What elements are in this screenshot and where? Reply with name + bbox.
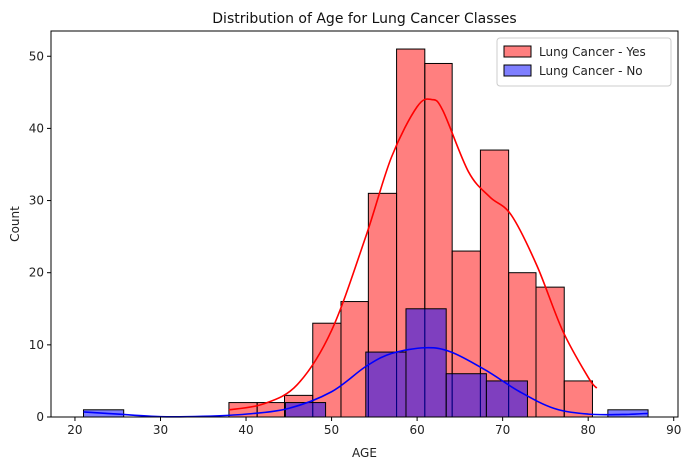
y-tick-label: 0	[36, 410, 44, 424]
legend-swatch	[503, 45, 532, 58]
y-tick-label: 20	[29, 266, 44, 280]
chart-title: Distribution of Age for Lung Cancer Clas…	[212, 11, 516, 27]
y-tick-label: 40	[29, 121, 44, 135]
y-tick-label: 30	[29, 194, 44, 208]
y-axis-label: Count	[8, 206, 22, 242]
x-tick-label: 30	[153, 423, 168, 437]
histogram-bar-series-0	[479, 149, 510, 418]
plot-frame	[50, 30, 679, 418]
histogram-bar-series-1	[365, 351, 407, 418]
x-tick-label: 50	[324, 423, 339, 437]
legend: Lung Cancer - Yes Lung Cancer - No	[496, 37, 672, 87]
x-axis-ticks: 20 30 40 50 60 70 80 90	[67, 417, 681, 437]
histogram-bar-series-1	[405, 308, 447, 418]
legend-box	[496, 37, 672, 87]
x-axis-label: AGE	[352, 446, 377, 460]
legend-swatch	[503, 64, 532, 77]
x-tick-label: 20	[67, 423, 82, 437]
x-tick-label: 40	[238, 423, 253, 437]
bars-layer	[83, 48, 649, 418]
histogram-bar-series-1	[485, 380, 528, 418]
x-tick-label: 70	[495, 423, 510, 437]
histogram-bar-series-0	[340, 301, 369, 418]
histogram-bar-series-1	[445, 373, 487, 418]
histogram-bar-series-1	[284, 402, 327, 418]
y-tick-label: 50	[29, 49, 44, 63]
x-tick-label: 60	[409, 423, 424, 437]
x-tick-label: 80	[581, 423, 596, 437]
kde-line-series-0	[228, 98, 598, 411]
y-axis-ticks: 0 10 20 30 40 50	[29, 49, 51, 424]
y-tick-label: 10	[29, 338, 44, 352]
legend-label: Lung Cancer - No	[539, 64, 643, 78]
histogram-bar-series-0	[535, 286, 565, 418]
x-tick-label: 90	[666, 423, 681, 437]
legend-label: Lung Cancer - Yes	[539, 45, 646, 59]
